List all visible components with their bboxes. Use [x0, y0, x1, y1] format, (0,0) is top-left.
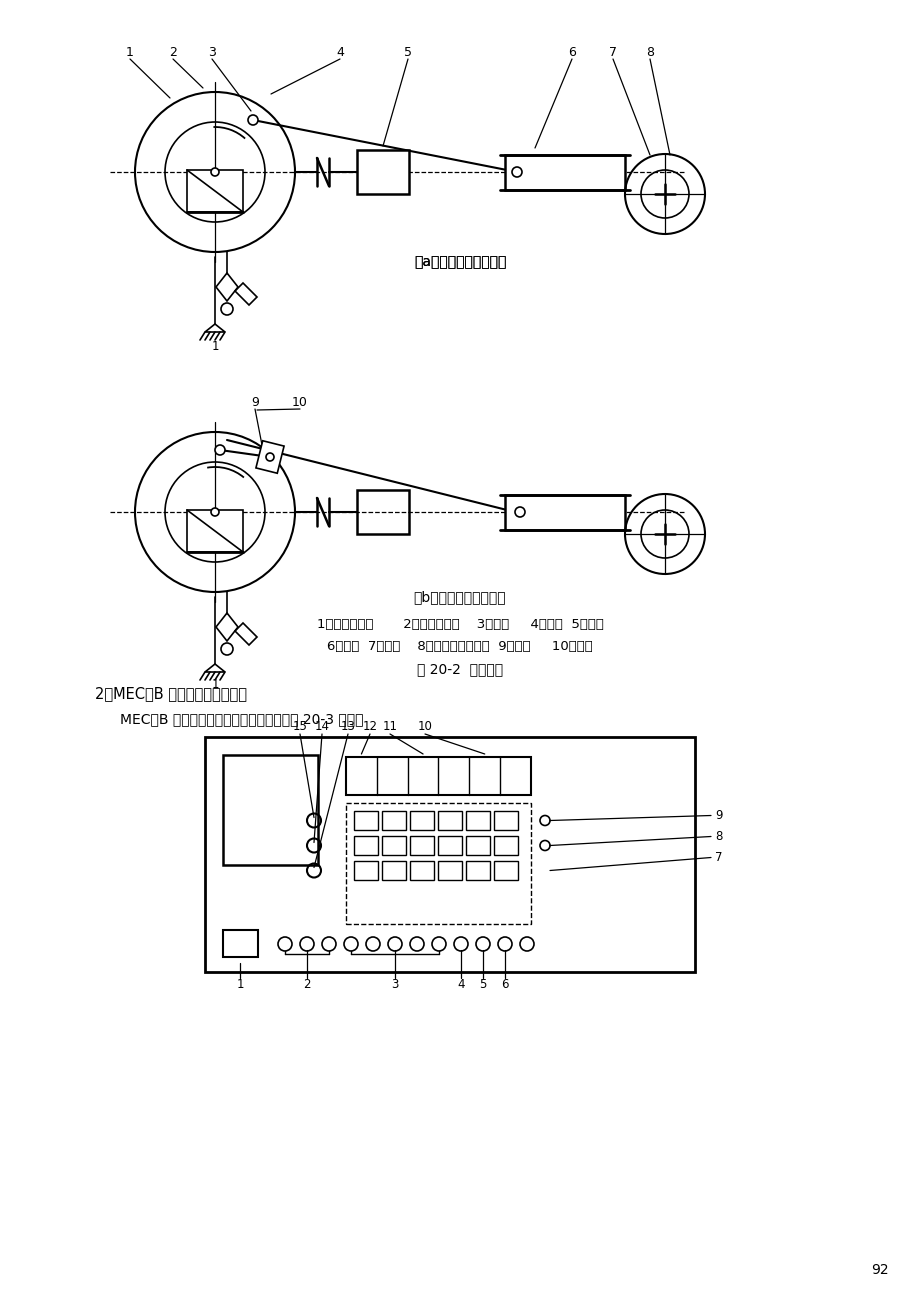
Text: 11: 11	[382, 720, 397, 733]
Text: 9: 9	[714, 809, 721, 822]
Bar	[410, 861, 434, 880]
Text: 2．MEC－B 机械动态参数测试仪: 2．MEC－B 机械动态参数测试仪	[95, 686, 246, 702]
Text: 6: 6	[567, 46, 575, 59]
Bar	[346, 803, 530, 924]
Bar	[466, 811, 490, 829]
Text: 10: 10	[291, 396, 308, 409]
Text: （b）曲柄导杆机构简图: （b）曲柄导杆机构简图	[414, 590, 505, 604]
Bar	[222, 930, 257, 957]
Text: 7: 7	[714, 852, 721, 865]
Circle shape	[515, 506, 525, 517]
Text: 8: 8	[714, 829, 721, 842]
Bar	[437, 836, 461, 855]
Text: （a）曲柄滑块机构简图: （a）曲柄滑块机构简图	[414, 255, 505, 270]
Text: 13: 13	[340, 720, 355, 733]
Text: 9: 9	[251, 396, 258, 409]
Bar	[346, 756, 530, 796]
Bar	[187, 171, 243, 212]
Bar	[381, 861, 405, 880]
Text: 1: 1	[211, 341, 219, 354]
Bar	[494, 836, 517, 855]
Bar	[357, 490, 409, 534]
Text: 2: 2	[169, 46, 176, 59]
Text: MEC－B 机械动态参数测试仪外型结构如图 20-3 所示。: MEC－B 机械动态参数测试仪外型结构如图 20-3 所示。	[119, 712, 363, 727]
Text: 1: 1	[211, 677, 219, 690]
Text: 6: 6	[501, 978, 508, 991]
Bar	[354, 861, 378, 880]
Bar	[505, 495, 624, 530]
Text: 1: 1	[126, 46, 134, 59]
Text: 1、同步发生器       2、衔轮减速器    3、曲柄     4、连杆  5、电机: 1、同步发生器 2、衔轮减速器 3、曲柄 4、连杆 5、电机	[316, 617, 603, 630]
Bar	[494, 811, 517, 829]
Circle shape	[248, 115, 257, 125]
Circle shape	[266, 453, 274, 461]
Bar	[354, 811, 378, 829]
Text: 10: 10	[417, 720, 432, 733]
Bar	[494, 861, 517, 880]
Polygon shape	[255, 441, 284, 473]
Bar	[466, 836, 490, 855]
Bar	[222, 755, 318, 865]
Bar	[354, 836, 378, 855]
Text: 6、滑块  7、齿轮    8、光电脉冲编码器  9、导块     10、导杆: 6、滑块 7、齿轮 8、光电脉冲编码器 9、导块 10、导杆	[327, 641, 592, 654]
Text: 14: 14	[314, 720, 329, 733]
Bar	[187, 510, 243, 552]
Text: 5: 5	[403, 46, 412, 59]
Text: 92: 92	[870, 1263, 888, 1277]
Bar	[410, 836, 434, 855]
Text: 15: 15	[292, 720, 307, 733]
Bar	[466, 861, 490, 880]
Circle shape	[210, 508, 219, 516]
Text: 3: 3	[208, 46, 216, 59]
Circle shape	[210, 168, 219, 176]
Bar	[381, 811, 405, 829]
Text: 2: 2	[303, 978, 311, 991]
Text: 图 20-2  机构简图: 图 20-2 机构简图	[416, 661, 503, 676]
Text: （a）曲柄滑块机构简图: （a）曲柄滑块机构简图	[414, 255, 505, 270]
Bar	[205, 737, 694, 973]
Bar	[505, 155, 624, 190]
Text: 3: 3	[391, 978, 398, 991]
Text: 1: 1	[236, 978, 244, 991]
Bar	[437, 861, 461, 880]
Text: 5: 5	[479, 978, 486, 991]
Bar	[410, 811, 434, 829]
Circle shape	[512, 167, 521, 177]
Text: 12: 12	[362, 720, 377, 733]
Text: 7: 7	[608, 46, 617, 59]
Text: 4: 4	[457, 978, 464, 991]
Text: 8: 8	[645, 46, 653, 59]
Bar	[381, 836, 405, 855]
Bar	[437, 811, 461, 829]
Bar	[357, 150, 409, 194]
Text: 4: 4	[335, 46, 344, 59]
Circle shape	[215, 445, 225, 454]
